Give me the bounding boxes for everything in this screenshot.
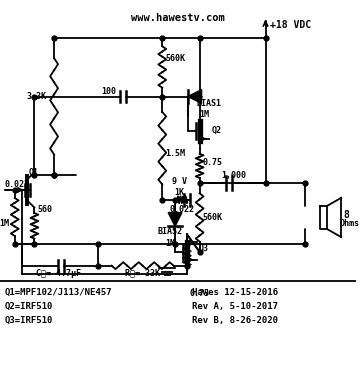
Text: 0.75: 0.75: [190, 289, 210, 298]
Text: 0.75: 0.75: [203, 158, 223, 167]
Polygon shape: [188, 90, 202, 103]
Text: 100: 100: [101, 87, 116, 96]
Text: Q1=MPF102/J113/NE457: Q1=MPF102/J113/NE457: [5, 288, 113, 297]
Text: 0.022: 0.022: [5, 180, 30, 189]
Text: +18 VDC: +18 VDC: [270, 20, 312, 30]
Text: www.hawestv.com: www.hawestv.com: [131, 13, 225, 23]
Text: Ohms: Ohms: [339, 219, 359, 228]
Text: 3.3K: 3.3K: [26, 92, 47, 100]
Text: BIAS2: BIAS2: [157, 227, 182, 236]
Text: 560: 560: [37, 205, 52, 214]
Polygon shape: [168, 212, 182, 226]
Text: C₟= 4.7µF: C₟= 4.7µF: [37, 269, 81, 278]
Text: 560K: 560K: [165, 54, 185, 63]
Text: 1.5M: 1.5M: [165, 149, 185, 158]
Text: BIAS1: BIAS1: [197, 99, 222, 109]
Text: R₟= 33K: R₟= 33K: [125, 269, 160, 278]
Text: Q3: Q3: [199, 244, 209, 253]
Text: 1M: 1M: [199, 110, 210, 119]
Text: Hawes 12-15-2016: Hawes 12-15-2016: [192, 288, 278, 297]
Text: 1M: 1M: [165, 239, 175, 248]
Text: 1K: 1K: [174, 188, 184, 197]
Text: Rev B, 8-26-2020: Rev B, 8-26-2020: [192, 316, 278, 325]
Text: Q3=IRF510: Q3=IRF510: [5, 316, 53, 325]
Text: Rev A, 5-10-2017: Rev A, 5-10-2017: [192, 302, 278, 311]
Text: Q2: Q2: [211, 126, 222, 135]
Text: 560K: 560K: [203, 212, 223, 222]
Text: 8: 8: [343, 209, 349, 219]
Text: 9 V: 9 V: [172, 177, 187, 186]
Text: 1,000: 1,000: [221, 171, 246, 180]
Text: Q2=IRF510: Q2=IRF510: [5, 302, 53, 311]
Text: 1M: 1M: [0, 219, 9, 228]
Text: 0.022: 0.022: [169, 205, 194, 214]
Text: Q1: Q1: [29, 168, 38, 177]
